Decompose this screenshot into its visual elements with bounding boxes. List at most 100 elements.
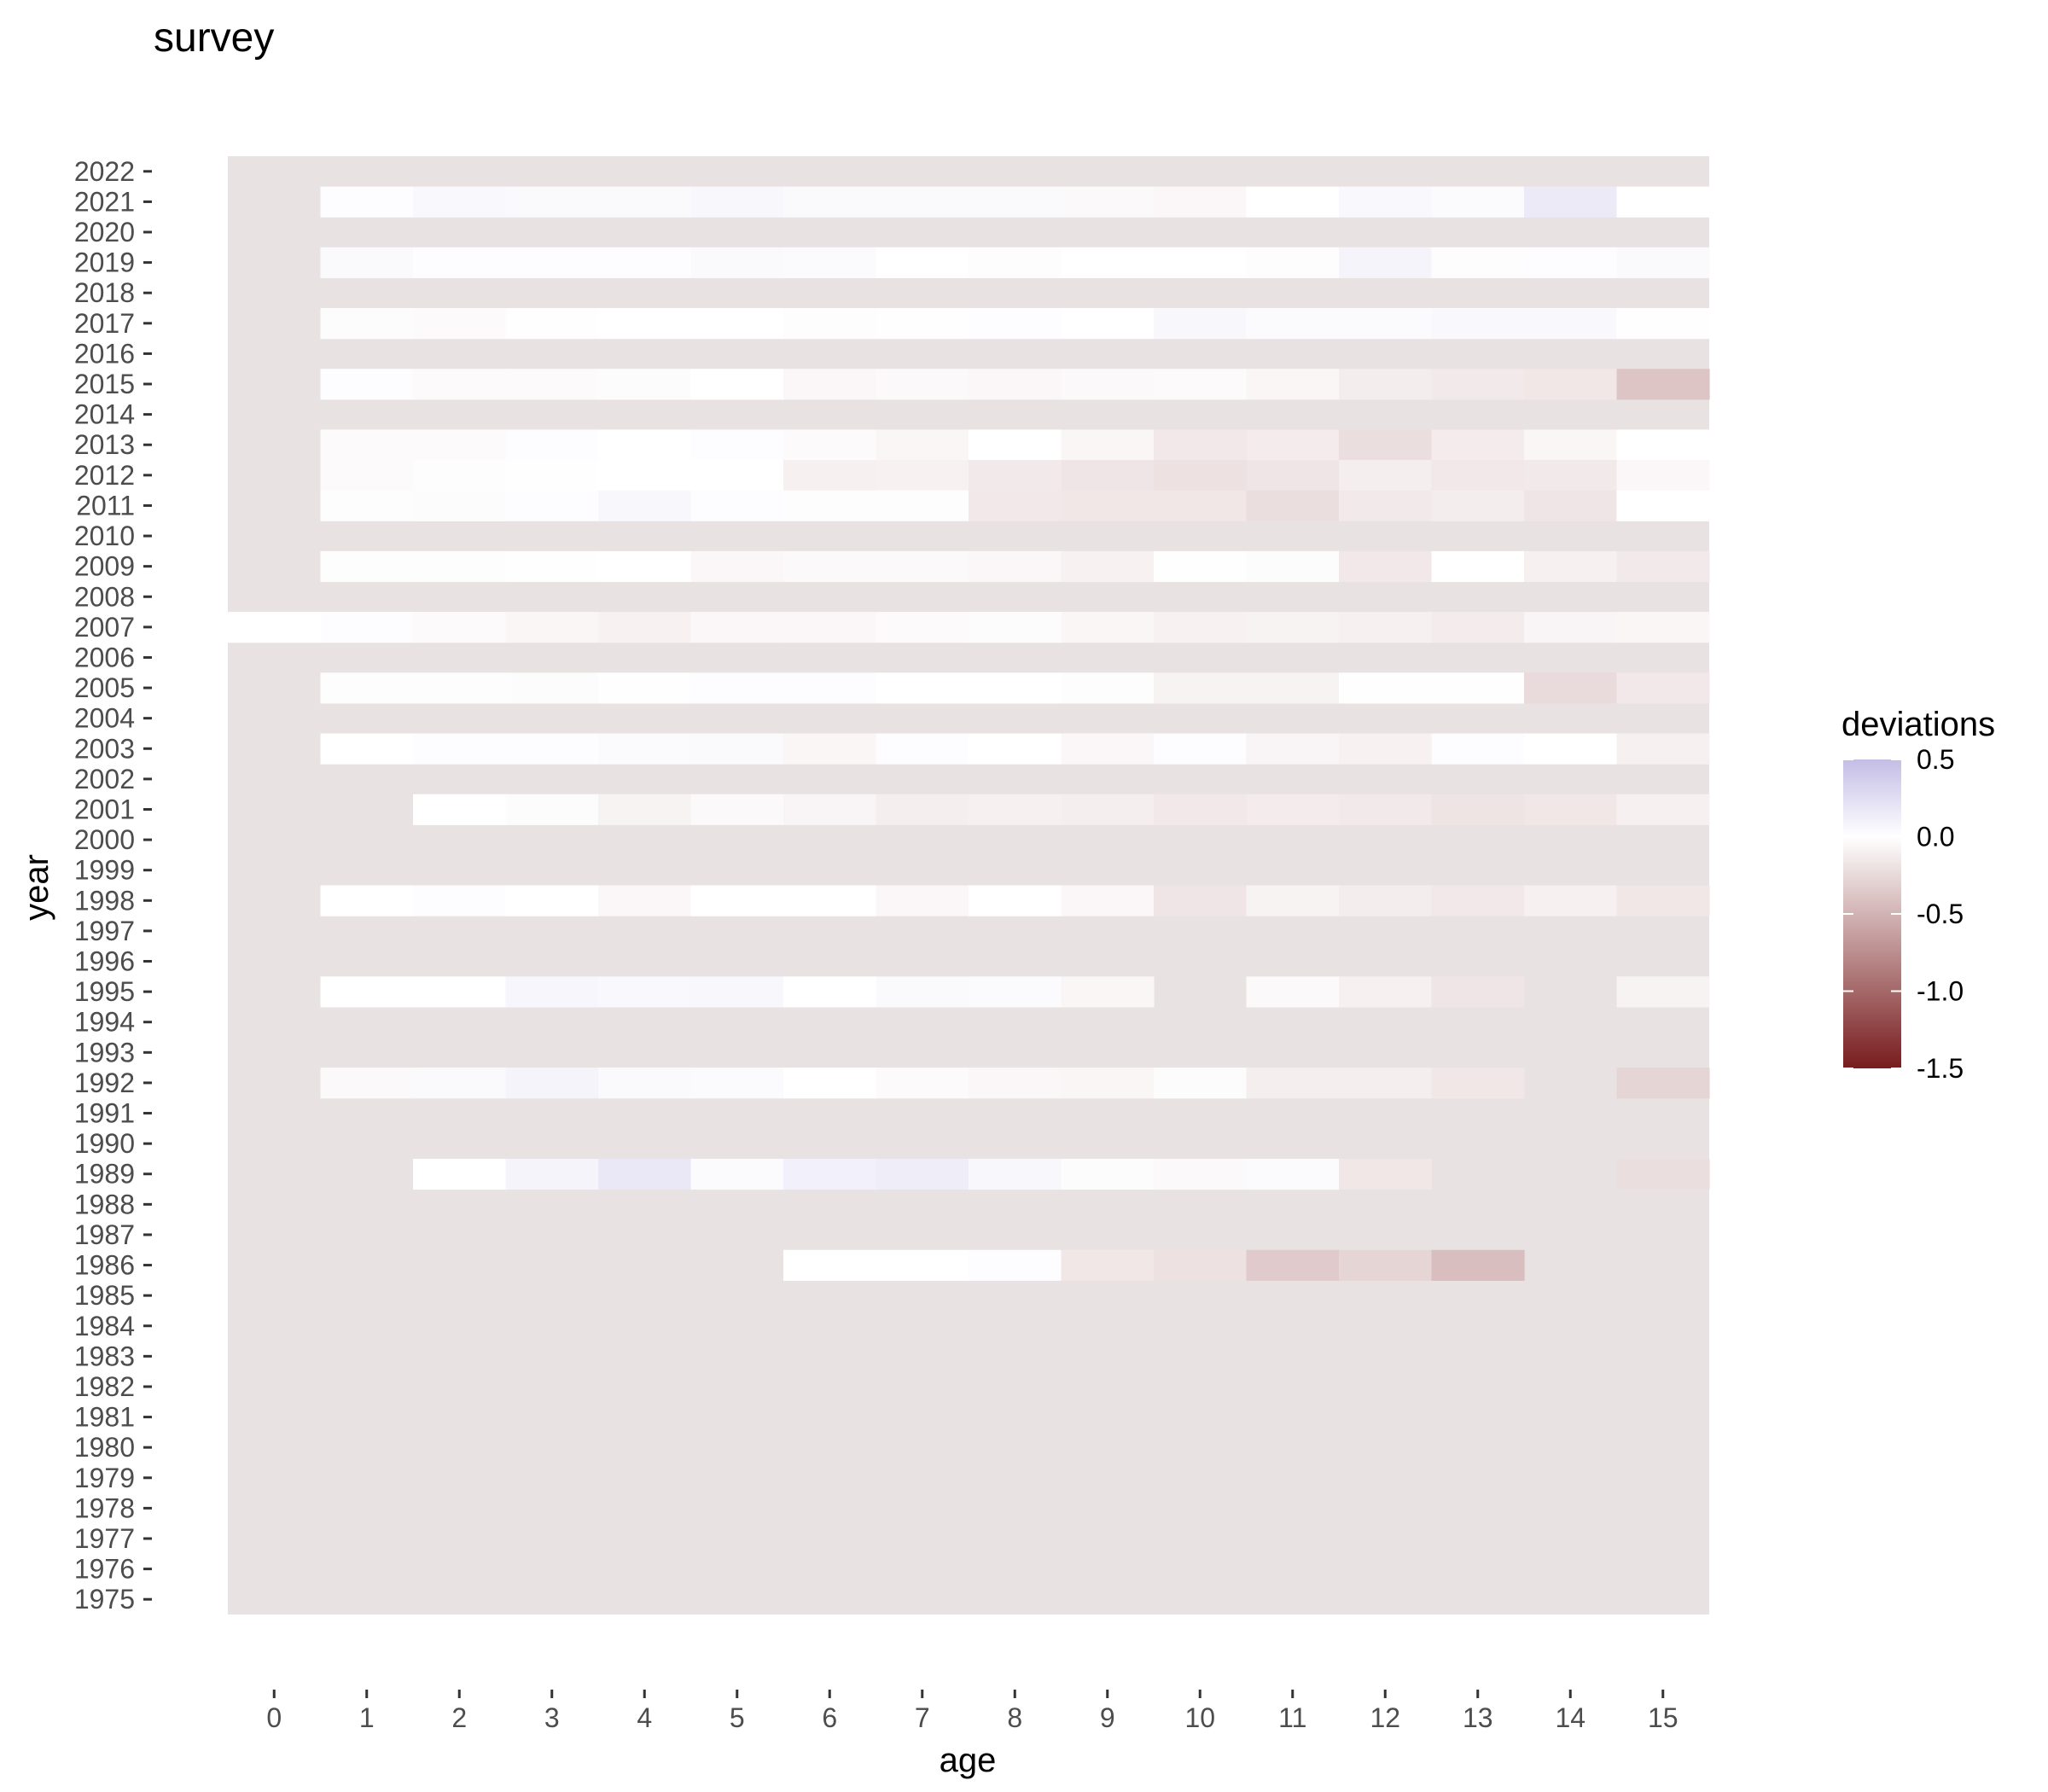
heatmap-cell-2011-age-15 bbox=[1616, 490, 1710, 521]
heatmap-cell-2013-age-9 bbox=[1061, 429, 1155, 461]
heatmap-cell-2007-age-6 bbox=[783, 612, 877, 643]
plot-panel bbox=[228, 156, 1710, 1615]
heatmap-cell-2011-age-14 bbox=[1524, 490, 1618, 521]
heatmap-cell-2017-age-13 bbox=[1431, 308, 1525, 340]
heatmap-cell-2013-age-1 bbox=[320, 429, 414, 461]
heatmap-cell-2001-age-2 bbox=[413, 794, 507, 825]
heatmap-cell-2003-age-5 bbox=[690, 733, 784, 765]
heatmap-cell-1992-age-7 bbox=[876, 1068, 969, 1099]
heatmap-cell-2005-age-10 bbox=[1154, 672, 1248, 704]
heatmap-cell-2005-age-13 bbox=[1431, 672, 1525, 704]
heatmap-cell-2005-age-15 bbox=[1616, 672, 1710, 704]
heatmap-cell-2017-age-2 bbox=[413, 308, 507, 340]
heatmap-cell-1998-age-5 bbox=[690, 885, 784, 916]
heatmap-cell-1989-age-12 bbox=[1339, 1158, 1433, 1190]
x-tick-label: 10 bbox=[1184, 1702, 1215, 1733]
y-tick-label: 2001 bbox=[74, 794, 135, 824]
heatmap-cell-2012-age-10 bbox=[1154, 460, 1248, 492]
heatmap-cell-2009-age-8 bbox=[969, 550, 1062, 583]
y-tick-label: 2004 bbox=[74, 703, 135, 734]
heatmap-cell-1989-age-4 bbox=[598, 1158, 692, 1190]
heatmap-cell-2005-age-11 bbox=[1246, 672, 1340, 704]
heatmap-cell-2017-age-9 bbox=[1061, 308, 1155, 340]
heatmap-cell-2009-age-14 bbox=[1524, 550, 1618, 583]
y-tick-label: 2016 bbox=[74, 338, 135, 369]
y-tick-label: 1991 bbox=[74, 1098, 135, 1129]
y-tick-label: 1980 bbox=[74, 1432, 135, 1463]
heatmap-cell-1989-age-15 bbox=[1616, 1158, 1710, 1190]
y-tick-label: 1993 bbox=[74, 1037, 135, 1068]
heatmap-cell-1986-age-13 bbox=[1431, 1249, 1525, 1281]
heatmap-cell-2007-age-13 bbox=[1431, 612, 1525, 643]
heatmap-cell-2012-age-3 bbox=[505, 460, 599, 492]
heatmap-cell-2015-age-5 bbox=[690, 369, 784, 400]
heatmap-cell-2021-age-6 bbox=[783, 186, 877, 218]
y-tick-label: 2010 bbox=[74, 521, 135, 551]
heatmap-cell-2019-age-10 bbox=[1154, 247, 1248, 279]
legend-title: deviations bbox=[1841, 706, 1995, 743]
x-tick-label: 6 bbox=[822, 1702, 837, 1733]
heatmap-cell-2015-age-11 bbox=[1246, 369, 1340, 400]
heatmap-cell-2007-age-15 bbox=[1616, 612, 1710, 643]
heatmap-cell-2012-age-8 bbox=[969, 460, 1062, 492]
heatmap-cell-2021-age-15 bbox=[1616, 186, 1710, 218]
heatmap-cell-1998-age-11 bbox=[1246, 885, 1340, 916]
heatmap-cell-2017-age-15 bbox=[1616, 308, 1710, 340]
heatmap-cell-1989-age-2 bbox=[413, 1158, 507, 1190]
heatmap-cell-2009-age-4 bbox=[598, 550, 692, 583]
heatmap-cell-1989-age-6 bbox=[783, 1158, 877, 1190]
heatmap-cell-1995-age-3 bbox=[505, 976, 599, 1008]
heatmap-cell-2019-age-7 bbox=[876, 247, 969, 279]
heatmap-cell-2021-age-5 bbox=[690, 186, 784, 218]
heatmap-cell-2021-age-2 bbox=[413, 186, 507, 218]
heatmap-cell-2007-age-4 bbox=[598, 612, 692, 643]
heatmap-cell-2021-age-9 bbox=[1061, 186, 1155, 218]
legend-ticks: 0.5 0.0 -0.5 -1.0 -1.5 bbox=[1843, 744, 1964, 1084]
heatmap-cell-2009-age-1 bbox=[320, 550, 414, 583]
heatmap-cell-2003-age-12 bbox=[1339, 733, 1433, 765]
heatmap-cell-1992-age-2 bbox=[413, 1068, 507, 1099]
heatmap-cell-2017-age-14 bbox=[1524, 308, 1618, 340]
heatmap-cell-2003-age-14 bbox=[1524, 733, 1618, 765]
y-tick-label: 2000 bbox=[74, 824, 135, 855]
heatmap-cell-2017-age-7 bbox=[876, 308, 969, 340]
heatmap-cell-2015-age-8 bbox=[969, 369, 1062, 400]
heatmap-cell-2012-age-9 bbox=[1061, 460, 1155, 492]
heatmap-cell-2007-age-8 bbox=[969, 612, 1062, 643]
heatmap-cell-2013-age-3 bbox=[505, 429, 599, 461]
heatmap-cell-2017-age-4 bbox=[598, 308, 692, 340]
heatmap-cell-1992-age-13 bbox=[1431, 1068, 1525, 1099]
y-tick-label: 2009 bbox=[74, 551, 135, 582]
heatmap-cell-2015-age-7 bbox=[876, 369, 969, 400]
heatmap-cell-1995-age-6 bbox=[783, 976, 877, 1008]
heatmap-cell-2003-age-6 bbox=[783, 733, 877, 765]
heatmap-cell-2001-age-14 bbox=[1524, 794, 1618, 825]
heatmap-cell-2007-age-3 bbox=[505, 612, 599, 643]
heatmap-cell-2009-age-9 bbox=[1061, 550, 1155, 583]
heatmap-cell-2011-age-8 bbox=[969, 490, 1062, 521]
heatmap-cell-2007-age-10 bbox=[1154, 612, 1248, 643]
heatmap-cell-2003-age-4 bbox=[598, 733, 692, 765]
x-tick-label: 1 bbox=[359, 1702, 375, 1733]
y-tick-label: 1998 bbox=[74, 885, 135, 916]
heatmap-cell-1998-age-4 bbox=[598, 885, 692, 916]
heatmap-cell-2013-age-14 bbox=[1524, 429, 1618, 461]
y-tick-label: 1983 bbox=[74, 1341, 135, 1371]
y-tick-label: 1992 bbox=[74, 1068, 135, 1098]
heatmap-cell-1992-age-4 bbox=[598, 1068, 692, 1099]
heatmap-cell-2021-age-4 bbox=[598, 186, 692, 218]
heatmap-cell-2011-age-12 bbox=[1339, 490, 1433, 521]
heatmap-cell-2009-age-10 bbox=[1154, 550, 1248, 583]
heatmap-cell-1995-age-2 bbox=[413, 976, 507, 1008]
heatmap-cell-1998-age-6 bbox=[783, 885, 877, 916]
heatmap-cell-2012-age-12 bbox=[1339, 460, 1433, 492]
legend-tick-label: -1.0 bbox=[1917, 976, 1964, 1007]
heatmap-cell-2003-age-8 bbox=[969, 733, 1062, 765]
heatmap-cell-1995-age-5 bbox=[690, 976, 784, 1008]
heatmap-cell-2017-age-1 bbox=[320, 308, 414, 340]
heatmap-cell-2021-age-1 bbox=[320, 186, 414, 218]
heatmap-cell-2001-age-3 bbox=[505, 794, 599, 825]
x-tick-label: 15 bbox=[1648, 1702, 1679, 1733]
heatmap-cell-2019-age-11 bbox=[1246, 247, 1340, 279]
heatmap-cell-2003-age-15 bbox=[1616, 733, 1710, 765]
